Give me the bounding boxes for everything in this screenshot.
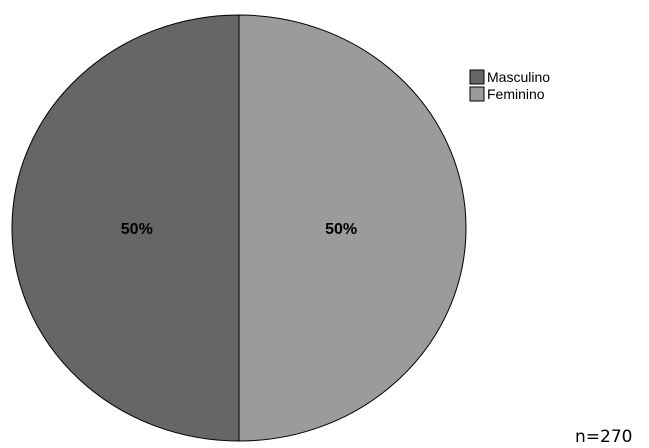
legend-swatch-feminino [469,86,485,102]
pie-slice-feminino [238,14,467,442]
pie-slice-masculino [11,14,240,442]
sample-size-annotation: n=270 [575,427,633,447]
legend-label-feminino: Feminino [487,86,545,102]
slice-value-label-masculino: 50% [121,221,153,238]
legend-label-masculino: Masculino [487,69,550,85]
legend-swatch-masculino [469,69,485,85]
pie-slices [11,14,467,442]
pie-slice-labels: 50% 50% [121,221,357,238]
slice-value-label-feminino: 50% [325,221,357,238]
